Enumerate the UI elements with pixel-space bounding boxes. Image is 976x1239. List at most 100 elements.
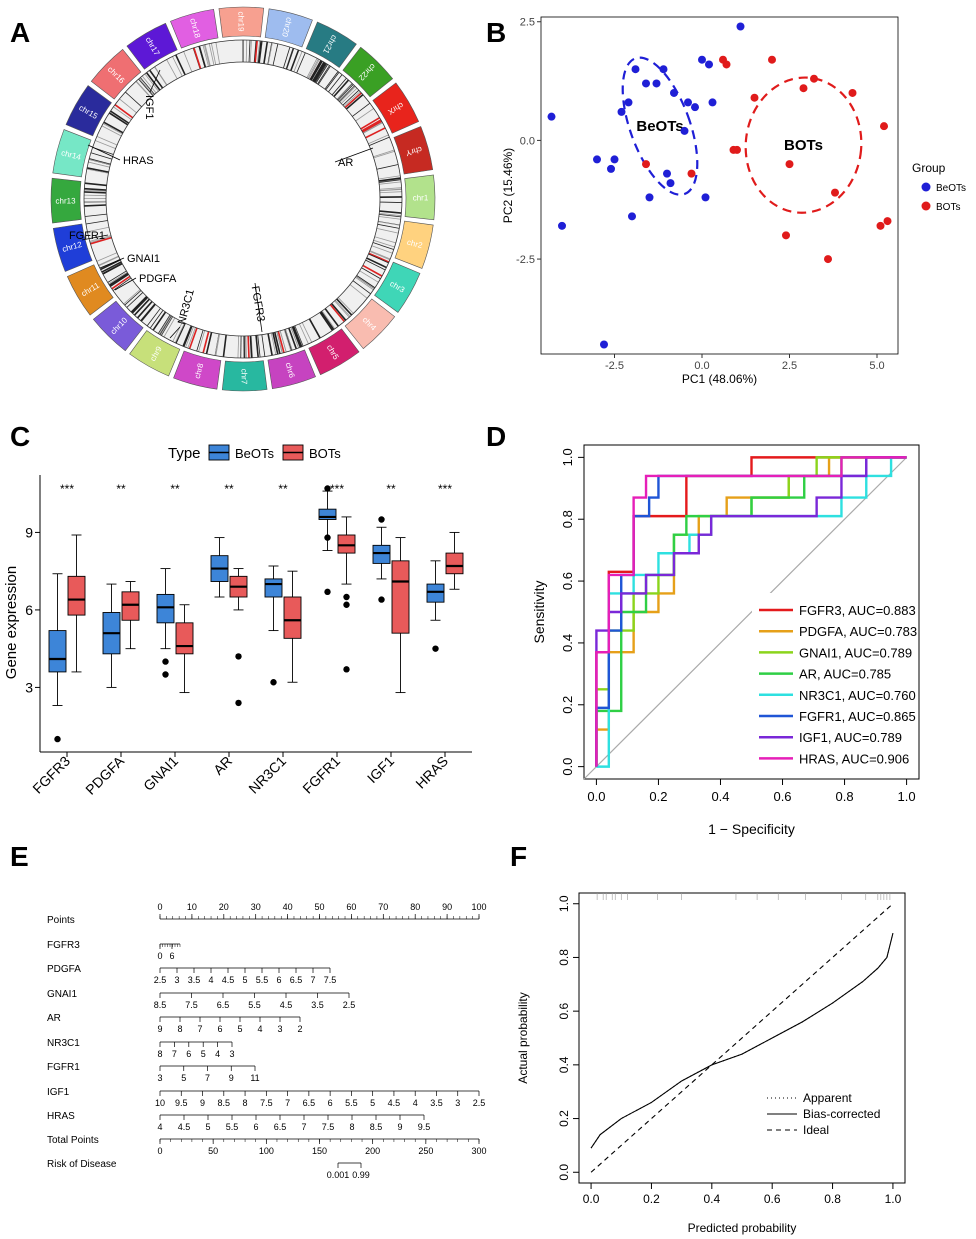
y-tick-label: 0.6 <box>557 1002 571 1019</box>
chromosome-segment-chrx <box>372 82 420 134</box>
point-bots <box>687 169 696 178</box>
y-tick-label: 0.0 <box>560 758 575 776</box>
nomogram-tick-label: 6.5 <box>303 1098 316 1108</box>
ideogram-band <box>135 81 152 98</box>
nomogram-tick-label: 4.5 <box>222 975 235 985</box>
ideogram-band <box>378 175 401 180</box>
point-beots <box>547 112 556 121</box>
nomogram-row-label-total-points: Total Points <box>47 1135 99 1146</box>
nomogram-tick-label: 5 <box>181 1073 186 1083</box>
chromosome-segment-chr16 <box>90 48 142 100</box>
ideogram-band <box>108 271 128 285</box>
nomogram-tick-label: 7 <box>172 1049 177 1059</box>
nomogram-tick-label: 6 <box>217 1024 222 1034</box>
ideogram-band <box>185 326 194 348</box>
box-bots-fgfr3 <box>67 575 86 616</box>
nomogram-tick-label: 20 <box>219 902 229 912</box>
nomogram-tick-label: 5.5 <box>256 975 269 985</box>
ideogram-band <box>337 297 354 314</box>
ideogram-band <box>159 315 172 335</box>
ideogram-band <box>267 42 273 65</box>
nomogram-tick-label: 9 <box>157 1024 162 1034</box>
nomogram-tick-label: 3 <box>174 975 179 985</box>
ideogram-band <box>270 332 277 355</box>
x-tick-label: 0.2 <box>643 1192 660 1206</box>
ideogram-band <box>331 77 347 96</box>
panel-label-e: E <box>10 841 29 872</box>
chromosome-segment-chr22 <box>342 46 394 98</box>
significance-label: ** <box>170 482 180 496</box>
x-tick-label: 0.8 <box>836 789 854 804</box>
nomogram-row-label-risk-of-disease: Risk of Disease <box>47 1159 117 1170</box>
y-tick-label: 0.0 <box>557 1164 571 1181</box>
chromosome-label: chr7 <box>239 369 248 385</box>
ideogram-band <box>360 117 381 130</box>
nomogram-row-label-nr3c1: NR3C1 <box>47 1038 80 1049</box>
nomogram-tick-label: 11 <box>250 1073 259 1083</box>
nomogram-tick-label: 100 <box>259 1146 274 1156</box>
nomogram-tick-label: 3.5 <box>311 1000 324 1010</box>
nomogram-tick-label: 8.5 <box>154 1000 167 1010</box>
ideogram-band <box>152 311 167 331</box>
ideogram-band <box>161 316 174 336</box>
chromosome-label: chr19 <box>236 11 245 32</box>
ideogram-band <box>160 316 173 336</box>
point-bots <box>824 255 832 264</box>
point-bots <box>883 217 892 226</box>
ideogram-band <box>205 332 213 354</box>
ideogram-band <box>141 75 157 94</box>
point-beots <box>593 155 601 164</box>
point-beots <box>617 107 626 116</box>
outlier-point <box>235 653 242 660</box>
nomogram-tick-label: 40 <box>283 902 293 912</box>
ideogram-band <box>172 321 183 342</box>
ideogram-band <box>369 250 391 260</box>
ideogram-band <box>124 290 142 306</box>
box-bots-nr3c1 <box>283 596 302 639</box>
box-bots-fgfr1 <box>337 534 356 554</box>
x-axis-title: PC1 (48.06%) <box>682 372 757 386</box>
gene-link-fgfr3 <box>254 282 263 333</box>
ideogram-band <box>86 168 109 174</box>
chromosome-segment-chr4 <box>344 298 396 350</box>
ideogram-band <box>368 253 389 264</box>
ideogram-band <box>373 150 395 159</box>
nomogram-tick-label: 7.5 <box>322 1122 335 1132</box>
outlier-point <box>378 596 385 603</box>
point-beots <box>680 126 689 135</box>
box-beots-hras <box>426 583 445 603</box>
ideogram-band <box>283 329 292 351</box>
ideogram-band <box>175 322 186 344</box>
ideogram-band <box>126 292 144 308</box>
ideogram-band <box>138 78 154 96</box>
panel-label-d: D <box>486 421 506 452</box>
gene-label-nr3c1: NR3C1 <box>176 288 197 326</box>
chromosome-segment-chr15 <box>65 85 112 137</box>
ideogram-band <box>110 110 130 124</box>
legend-label-fgfr3: FGFR3, AUC=0.883 <box>799 603 916 618</box>
ideogram-band <box>355 275 375 289</box>
ideogram-band <box>256 40 261 63</box>
nomogram-tick-label: 4 <box>257 1024 262 1034</box>
nomogram-tick-label: 0.99 <box>352 1170 370 1180</box>
point-bots <box>799 84 808 93</box>
panel-d-roc: 0.0 0.2 0.4 0.6 0.8 1.0 0.0 0.2 0.4 0.6 0.8 1.0 1 − … <box>531 444 920 837</box>
point-bots <box>876 221 885 230</box>
ideogram-band <box>296 52 306 74</box>
legend-label-bots: BOTs <box>309 446 341 461</box>
ideogram-band <box>333 79 350 98</box>
box-beots-nr3c1 <box>264 578 283 598</box>
ideogram-band <box>378 216 401 220</box>
ideogram-band <box>299 323 309 345</box>
ideogram-band <box>102 262 123 275</box>
significance-label: ** <box>116 482 126 496</box>
ellipse-beots <box>621 56 699 196</box>
ideogram-band <box>293 325 303 347</box>
nomogram-tick-label: 7 <box>285 1098 290 1108</box>
ideogram-band <box>335 299 351 317</box>
panel-label-f: F <box>510 841 527 872</box>
point-bots <box>642 160 650 169</box>
ideogram-band <box>336 83 353 100</box>
gene-link-hras <box>87 144 121 161</box>
ideogram-band <box>336 298 353 316</box>
